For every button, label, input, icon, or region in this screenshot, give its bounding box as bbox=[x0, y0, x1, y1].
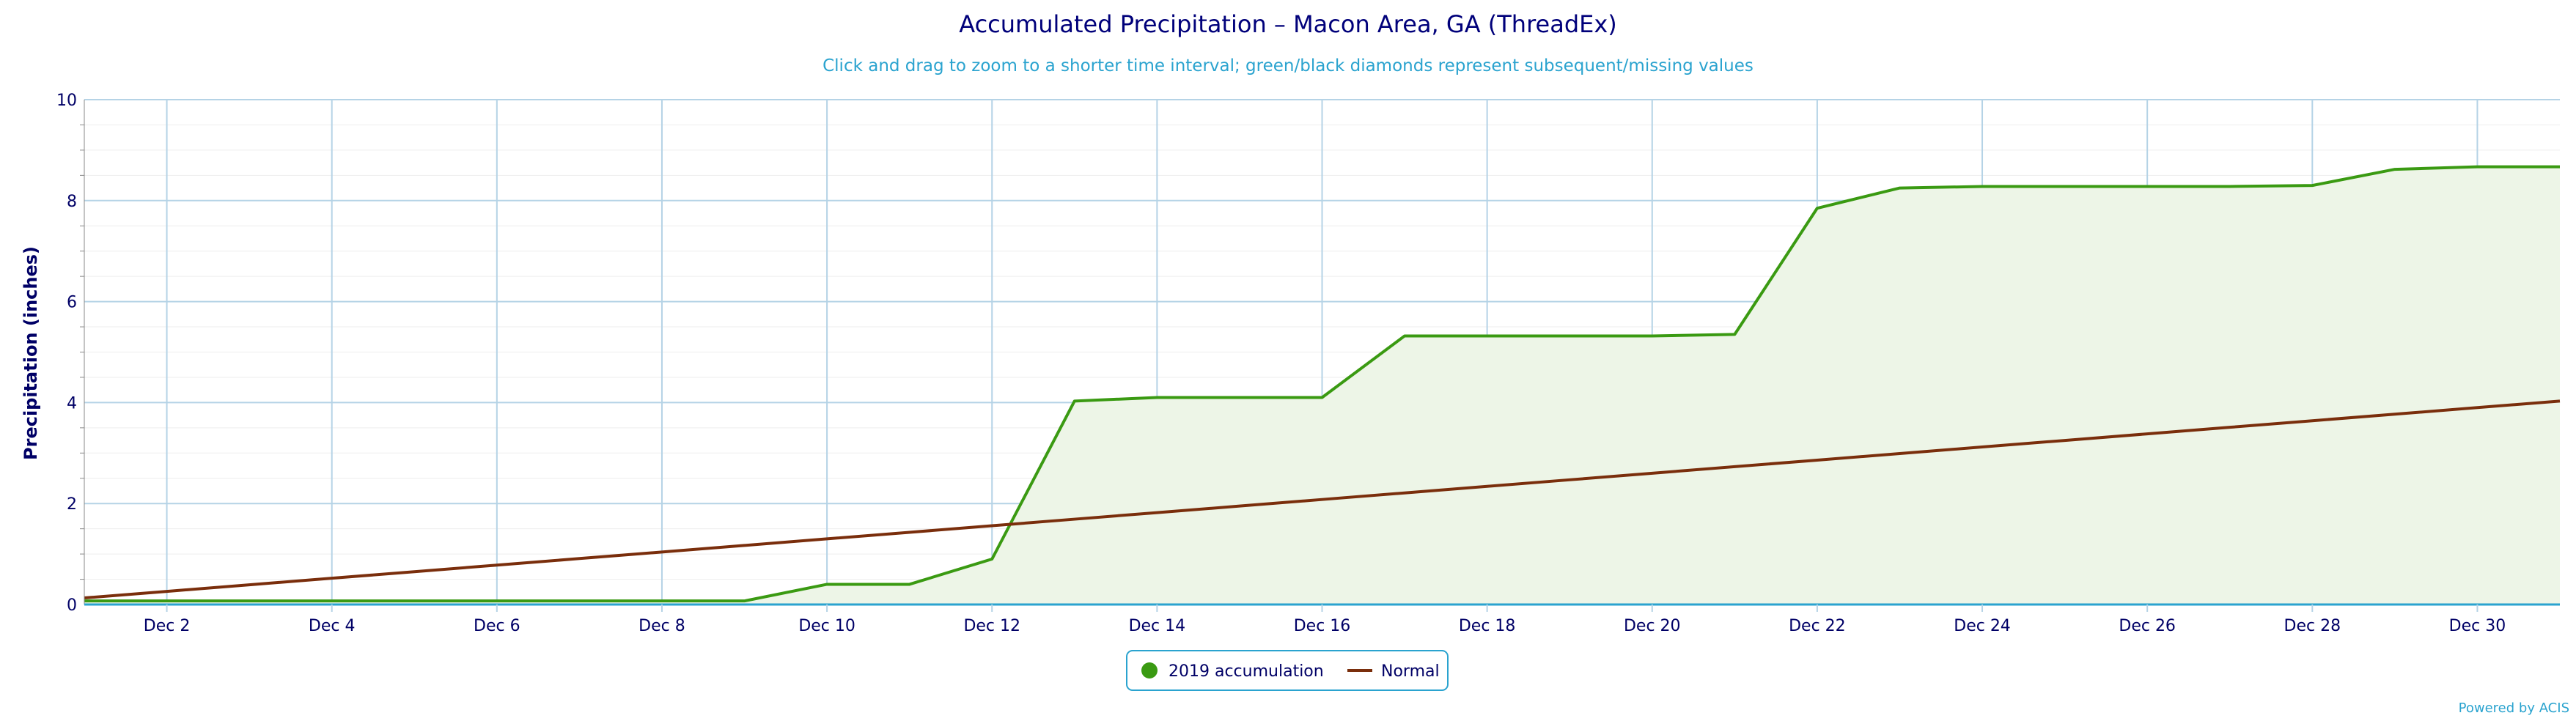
y-axis-label: Precipitation (inches) bbox=[21, 246, 41, 460]
x-axis-ticks: Dec 2 Dec 4 Dec 6 Dec 8 Dec 10 Dec 12 Dec 14 De… bbox=[144, 604, 2506, 635]
x-tick-label: Dec 2 bbox=[144, 617, 191, 635]
y-tick-label: 8 bbox=[67, 193, 77, 211]
x-tick-label: Dec 16 bbox=[1294, 617, 1351, 635]
y-tick-label: 10 bbox=[56, 92, 77, 110]
x-tick-label: Dec 22 bbox=[1789, 617, 1846, 635]
legend-box bbox=[1126, 650, 1449, 691]
x-tick-label: Dec 6 bbox=[474, 617, 520, 635]
credits-link[interactable]: Powered by ACIS bbox=[2459, 700, 2569, 716]
accumulation-line bbox=[84, 165, 2560, 603]
legend: 2019 accumulation Normal bbox=[1126, 650, 1449, 691]
x-tick-label: Dec 8 bbox=[639, 617, 685, 635]
x-tick-label: Dec 30 bbox=[2449, 617, 2506, 635]
series-layer bbox=[84, 165, 2561, 605]
legend-marker-accumulation bbox=[1141, 662, 1158, 679]
x-tick-label: Dec 12 bbox=[963, 617, 1020, 635]
normal-line bbox=[84, 399, 2561, 600]
chart-title: Accumulated Precipitation – Macon Area, … bbox=[959, 10, 1617, 38]
y-tick-label: 2 bbox=[67, 495, 77, 514]
chart-subtitle: Click and drag to zoom to a shorter time… bbox=[823, 56, 1753, 75]
y-tick-label: 4 bbox=[67, 394, 77, 413]
y-tick-label: 6 bbox=[67, 294, 77, 312]
x-tick-label: Dec 26 bbox=[2119, 617, 2176, 635]
x-tick-label: Dec 4 bbox=[309, 617, 356, 635]
y-axis-ticks: 0 2 4 6 8 10 bbox=[56, 92, 77, 615]
y-tick-label: 0 bbox=[67, 596, 77, 615]
x-tick-label: Dec 10 bbox=[798, 617, 855, 635]
legend-item-normal[interactable]: Normal bbox=[1347, 662, 1440, 681]
x-tick-label: Dec 14 bbox=[1129, 617, 1186, 635]
legend-item-accumulation[interactable]: 2019 accumulation bbox=[1141, 662, 1324, 681]
x-tick-label: Dec 24 bbox=[1954, 617, 2011, 635]
x-tick-label: Dec 18 bbox=[1459, 617, 1516, 635]
x-tick-label: Dec 20 bbox=[1624, 617, 1681, 635]
accumulation-area bbox=[84, 166, 2560, 605]
legend-label-normal: Normal bbox=[1381, 662, 1440, 681]
legend-label-accumulation: 2019 accumulation bbox=[1169, 662, 1324, 681]
x-tick-label: Dec 28 bbox=[2284, 617, 2341, 635]
